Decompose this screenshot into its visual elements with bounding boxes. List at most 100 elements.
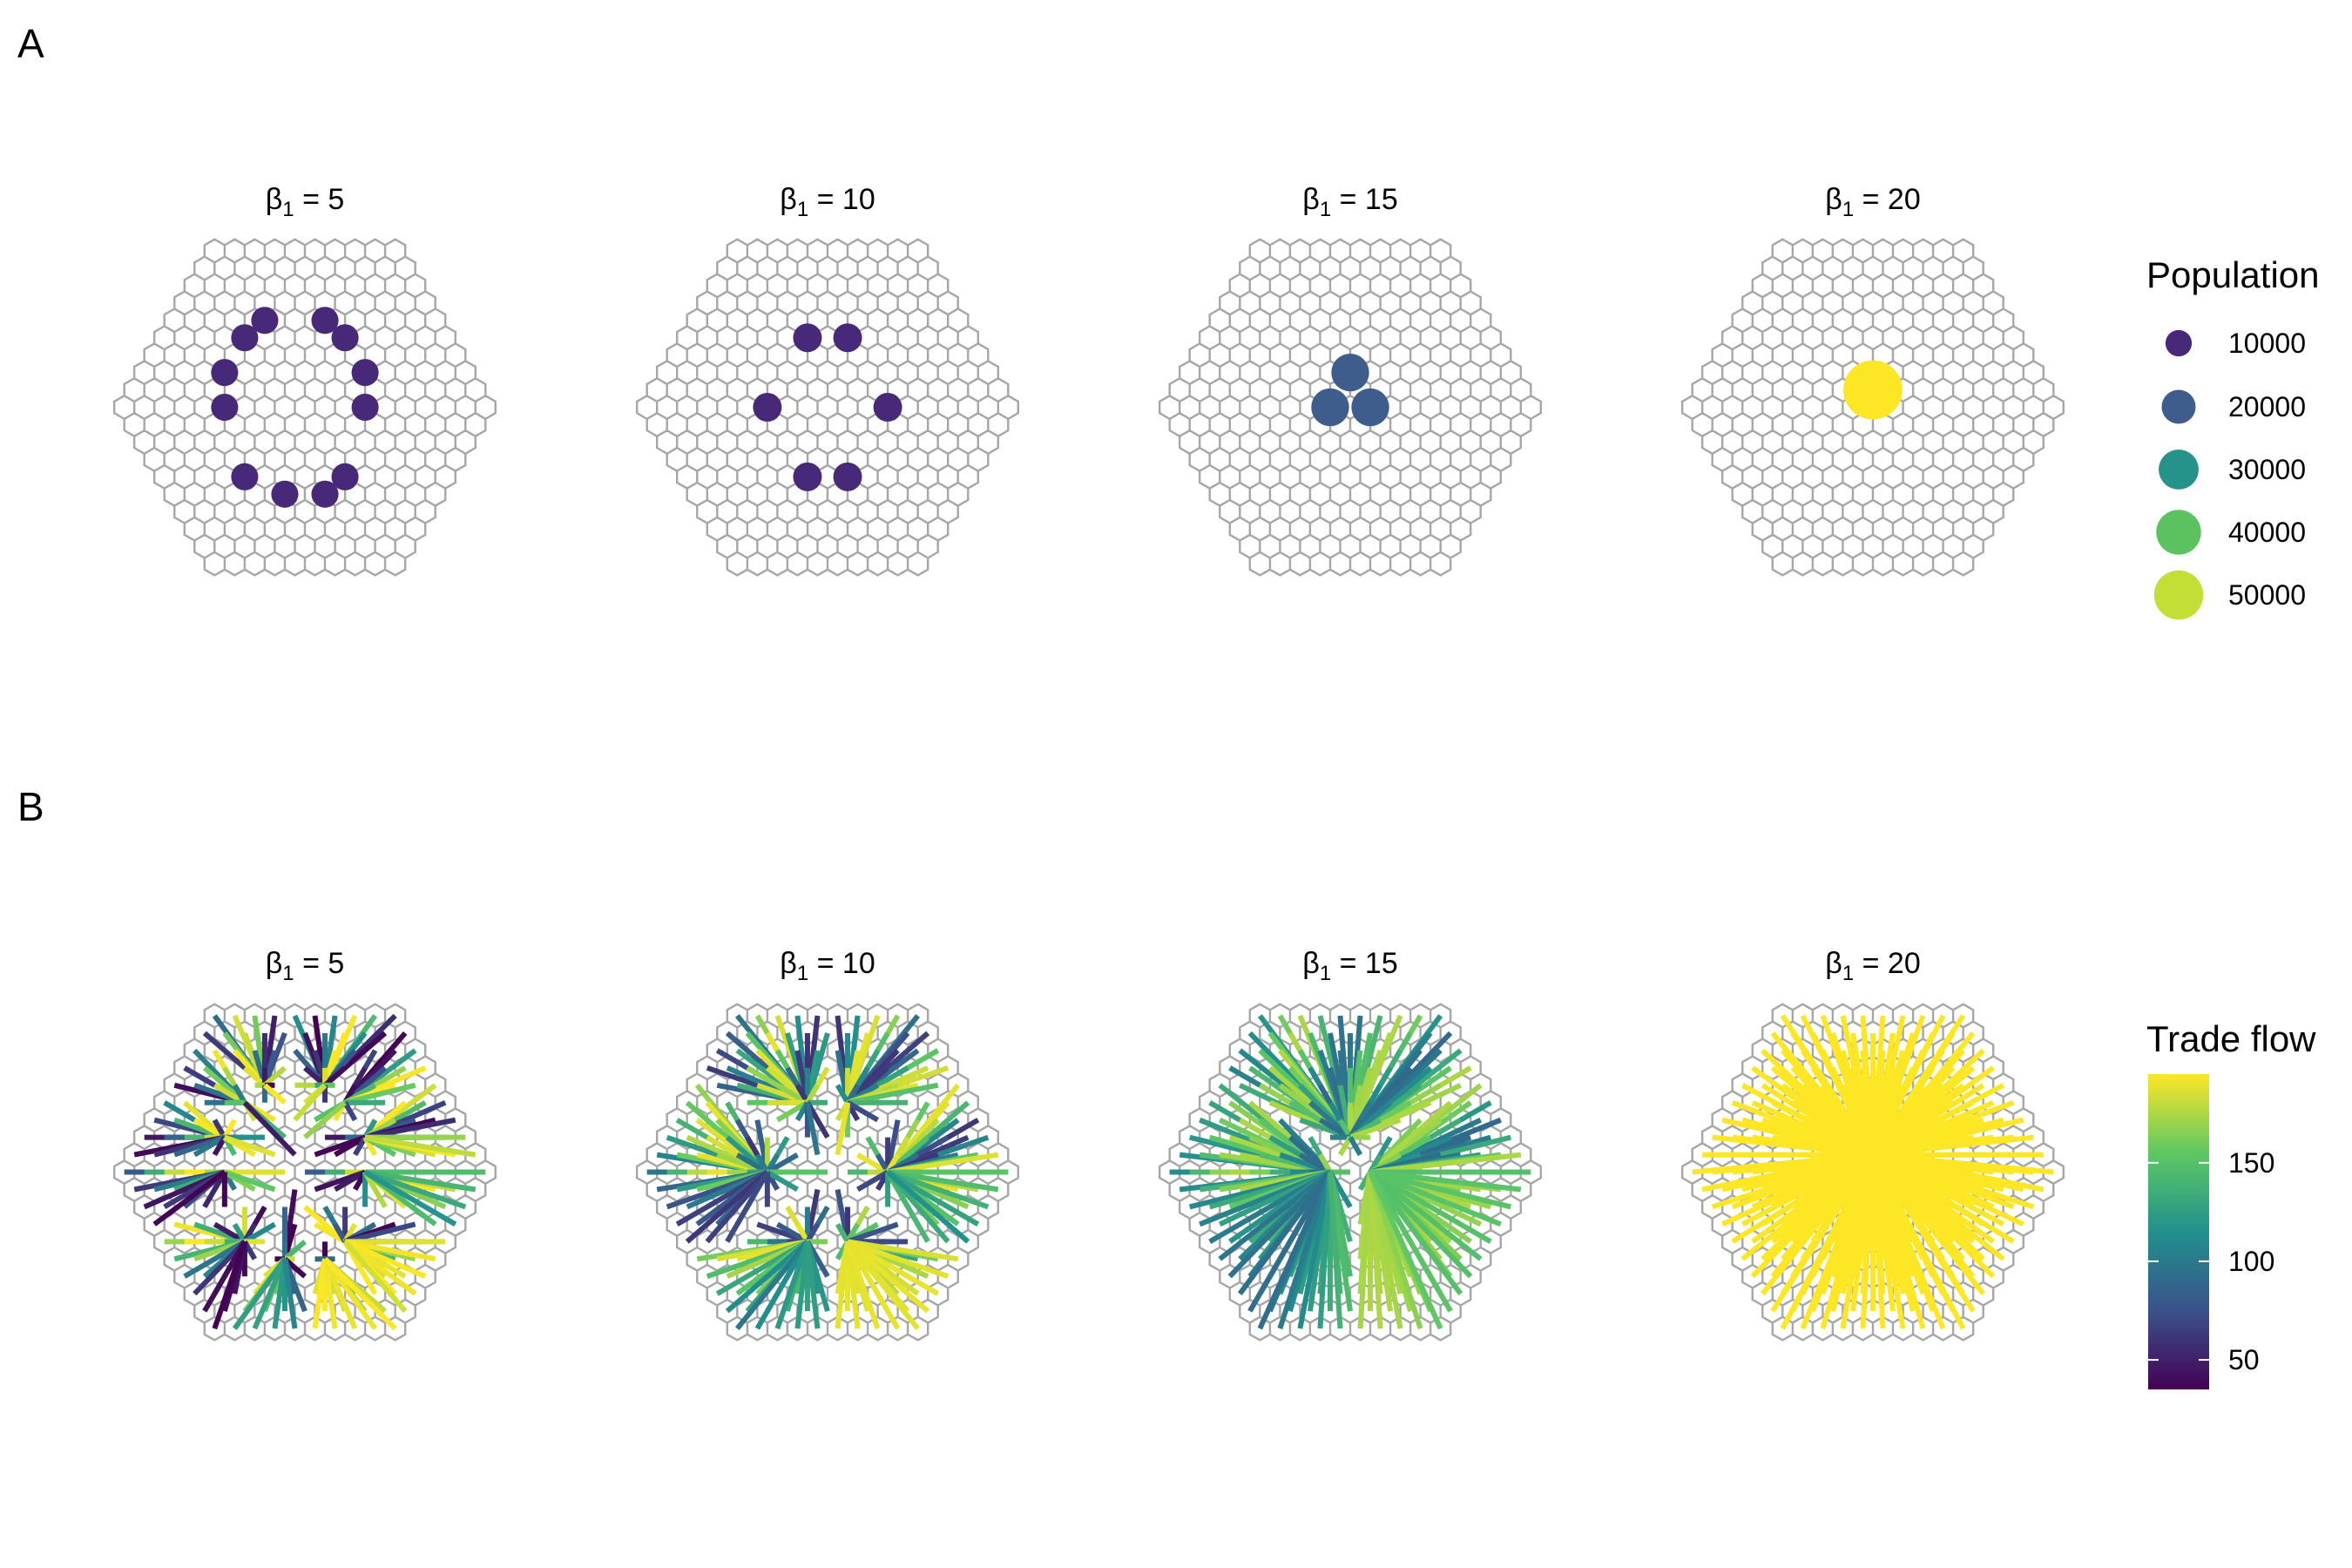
population-point [833, 462, 862, 491]
legend-label: 40000 [2228, 517, 2306, 548]
legend-key [2156, 510, 2201, 555]
trade-flow-line [1247, 1171, 1333, 1313]
trade-flow-line [272, 1258, 287, 1329]
trade-flow-line [887, 1169, 999, 1193]
trade-flow-line [363, 1169, 457, 1227]
trade-flow-line [1872, 1152, 2044, 1193]
trade-flow-line [835, 1084, 850, 1105]
trade-flow-line [232, 1222, 247, 1243]
trade-flow-line [705, 1170, 770, 1244]
trade-flow-line [1327, 1172, 1343, 1329]
trade-flow-line [1368, 1171, 1443, 1330]
trade-flow-line [1870, 1153, 1966, 1330]
trade-flow-line [344, 1239, 436, 1262]
trade-flow-line [232, 1084, 247, 1105]
trade-flow-line [1850, 1135, 1875, 1157]
population-point [211, 393, 239, 422]
trade-flow-line [1870, 1154, 1886, 1329]
population-point [793, 462, 822, 491]
trade-flow-line [232, 1257, 287, 1330]
trade-flow-line [281, 1258, 298, 1329]
population-point [271, 480, 299, 508]
trade-flow-line [334, 1169, 367, 1193]
trade-flow-line [1870, 1152, 1986, 1296]
colorbar-tick-label: 50 [2228, 1344, 2260, 1375]
trade-flow-line [886, 1170, 970, 1244]
trade-flow-line [314, 1221, 347, 1244]
facet-title: β1 = 15 [1302, 947, 1398, 985]
trade-flow-line [1297, 1171, 1333, 1329]
trade-flow-line [1357, 1172, 1374, 1329]
plot-area [113, 238, 2065, 1342]
trade-flow-legend: Trade flow 150 100 50 [2146, 1018, 2316, 1389]
trade-flow-lines [1169, 1014, 1531, 1330]
trade-flow-line [364, 1117, 456, 1140]
trade-flow-line [805, 1222, 821, 1243]
facet-title: β1 = 5 [266, 183, 345, 221]
population-point [793, 323, 822, 353]
trade-flow-line [1870, 1153, 1946, 1330]
trade-flow-line [152, 1170, 226, 1227]
trade-flow-line [1870, 1152, 1976, 1313]
population-point [211, 359, 239, 387]
trade-flow-line [1369, 1169, 1512, 1210]
facet-title: β1 = 10 [780, 183, 875, 221]
trade-flow-line [223, 1169, 276, 1193]
trade-flow-line [1349, 1117, 1402, 1140]
population-point [1351, 388, 1389, 427]
trade-flow-lines [1692, 1014, 2054, 1330]
population-legend: Population 10000 20000 30000 40000 50000 [2146, 254, 2320, 620]
trade-flow-line [212, 1136, 227, 1157]
population-point [331, 324, 359, 352]
trade-flow-line [875, 1153, 890, 1174]
trade-flow-line [774, 1240, 810, 1330]
trade-flow-line [282, 1240, 307, 1261]
trade-flow-line [1871, 1152, 2005, 1261]
population-point [833, 323, 862, 353]
trade-flow-line [1317, 1153, 1333, 1174]
trade-flow-line [846, 1240, 930, 1314]
trade-flow-line [847, 1082, 939, 1105]
trade-flow-line [242, 1065, 267, 1088]
trade-flow-line [202, 1171, 227, 1208]
trade-flow-lines [646, 1014, 1009, 1330]
trade-flow-line [242, 1100, 297, 1157]
trade-flow-line [1368, 1171, 1453, 1313]
trade-flow-line [1237, 1170, 1333, 1295]
trade-flow-line [835, 1241, 851, 1329]
trade-flow-line [1872, 1152, 2035, 1210]
panel-label-a: A [17, 21, 44, 66]
trade-flow-line [334, 1135, 367, 1158]
legend-key [2161, 389, 2196, 424]
legend-key [2159, 449, 2199, 490]
trade-flow-line [845, 1241, 861, 1329]
trade-flow-line [754, 1240, 810, 1330]
trade-flow-line [856, 1152, 889, 1175]
trade-flow-line [1337, 1119, 1353, 1139]
trade-flow-line [1368, 1171, 1403, 1329]
trade-flow-line [212, 1119, 227, 1139]
legend-label: 50000 [2228, 579, 2306, 611]
trade-flow-line [835, 1102, 850, 1156]
trade-flow-line [322, 1257, 397, 1331]
trade-flow-line [1369, 1170, 1483, 1261]
trade-flow-line [1870, 1154, 1906, 1329]
trade-flow-line [303, 1100, 348, 1139]
trade-flow-line [1368, 1171, 1423, 1330]
trade-flow-line [322, 1258, 358, 1330]
trade-flow-line [766, 1152, 799, 1175]
trade-flow-line [343, 1239, 417, 1296]
trade-flow-line [1318, 1118, 1352, 1140]
trade-flow-line [342, 1240, 408, 1314]
facet-title: β1 = 10 [780, 947, 875, 985]
hex-grid [1681, 238, 2065, 577]
population-point [231, 463, 259, 490]
trade-flow-line [846, 1239, 940, 1296]
trade-flow-line [343, 1239, 427, 1280]
trade-flow-line [847, 1239, 950, 1280]
trade-flow-line [775, 1221, 809, 1244]
panel-label-b: B [17, 784, 44, 829]
trade-flow-line [1820, 1153, 1876, 1329]
trade-flow-line [193, 1240, 247, 1296]
trade-flow-line [293, 1083, 328, 1122]
